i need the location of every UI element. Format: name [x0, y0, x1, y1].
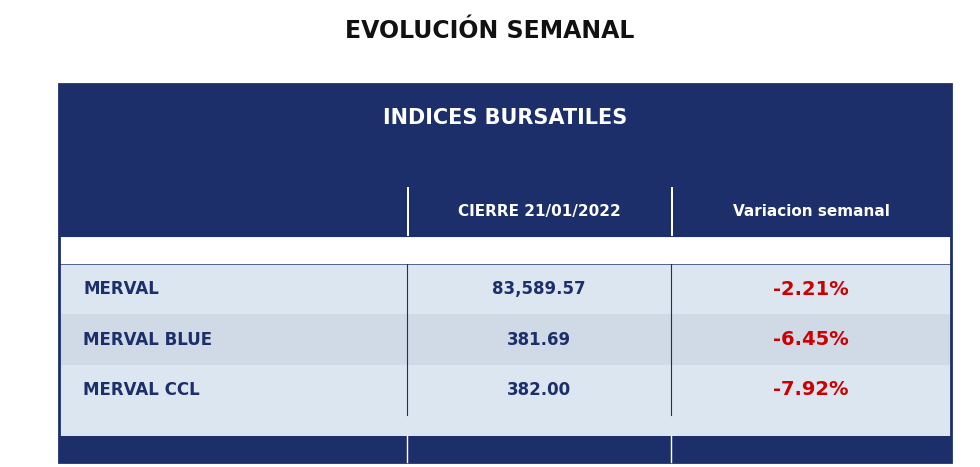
- Bar: [59, 436, 951, 462]
- Bar: [59, 84, 951, 152]
- Bar: [59, 314, 407, 365]
- Text: MERVAL: MERVAL: [83, 280, 159, 298]
- Bar: [407, 187, 409, 236]
- Text: 381.69: 381.69: [507, 331, 571, 348]
- Text: -2.21%: -2.21%: [773, 280, 849, 298]
- Text: INDICES BURSATILES: INDICES BURSATILES: [382, 108, 627, 128]
- Bar: [59, 264, 407, 314]
- Bar: [59, 187, 407, 236]
- Bar: [59, 84, 951, 448]
- Bar: [59, 236, 951, 264]
- Text: -6.45%: -6.45%: [773, 330, 849, 349]
- Bar: [59, 415, 951, 436]
- Bar: [407, 264, 671, 314]
- Text: 382.00: 382.00: [507, 381, 571, 399]
- Text: MERVAL CCL: MERVAL CCL: [83, 381, 200, 399]
- Bar: [671, 187, 951, 236]
- Bar: [59, 84, 951, 462]
- Text: MERVAL BLUE: MERVAL BLUE: [83, 331, 213, 348]
- Bar: [407, 365, 671, 415]
- Bar: [671, 314, 951, 365]
- Text: EVOLUCIÓN SEMANAL: EVOLUCIÓN SEMANAL: [345, 19, 635, 42]
- Text: -7.92%: -7.92%: [773, 381, 849, 399]
- Bar: [407, 187, 671, 236]
- Bar: [59, 152, 951, 187]
- Bar: [671, 365, 951, 415]
- Bar: [671, 264, 951, 314]
- Bar: [59, 365, 407, 415]
- Text: CIERRE 21/01/2022: CIERRE 21/01/2022: [458, 204, 620, 219]
- Bar: [407, 314, 671, 365]
- Bar: [671, 187, 673, 236]
- Text: Variacion semanal: Variacion semanal: [732, 204, 890, 219]
- Text: 83,589.57: 83,589.57: [492, 280, 586, 298]
